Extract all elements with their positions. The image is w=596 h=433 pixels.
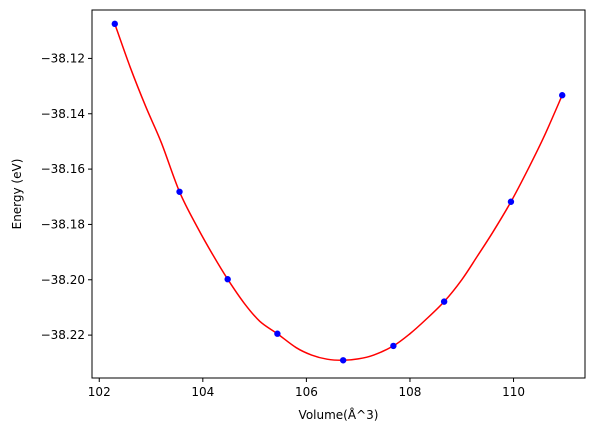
fit-line (114, 23, 563, 362)
y-axis-label: Energy (eV) (10, 159, 24, 230)
x-tick-label: 110 (502, 385, 525, 399)
x-axis-label: Volume(Å^3) (299, 407, 379, 422)
x-tick-label: 106 (295, 385, 318, 399)
data-point (274, 330, 281, 337)
y-axis-ticks: −38.12 −38.14 −38.16 −38.18 −38.20 −38.22 (41, 51, 92, 342)
x-tick-label: 108 (399, 385, 422, 399)
data-point (440, 298, 448, 305)
y-tick-label: −38.14 (41, 107, 85, 121)
data-point (111, 20, 118, 28)
data-point (507, 198, 515, 205)
y-tick-label: −38.16 (41, 162, 85, 176)
plot-frame (91, 9, 586, 379)
plot-area (92, 10, 585, 378)
data-point (390, 342, 397, 350)
x-axis-ticks: 102 104 106 108 110 (88, 378, 525, 399)
y-tick-label: −38.20 (41, 273, 85, 287)
data-point (559, 92, 566, 99)
y-tick-label: −38.18 (41, 217, 85, 231)
data-point (176, 188, 183, 195)
y-tick-label: −38.22 (41, 328, 85, 342)
y-tick-label: −38.12 (41, 51, 85, 65)
x-tick-label: 104 (191, 385, 214, 399)
data-points-layer (111, 20, 566, 364)
fit-curve-layer (114, 23, 563, 362)
x-tick-label: 102 (88, 385, 111, 399)
data-point (224, 276, 231, 283)
data-point (339, 357, 347, 364)
